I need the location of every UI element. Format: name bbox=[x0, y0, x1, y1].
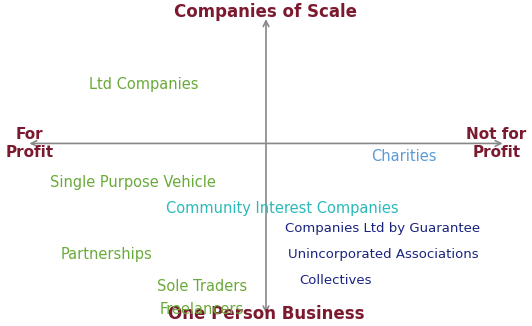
Text: Partnerships: Partnerships bbox=[61, 247, 152, 262]
Text: One Person Business: One Person Business bbox=[168, 305, 364, 323]
Text: Ltd Companies: Ltd Companies bbox=[89, 77, 198, 92]
Text: Companies Ltd by Guarantee: Companies Ltd by Guarantee bbox=[286, 222, 480, 235]
Text: Freelancers: Freelancers bbox=[160, 302, 244, 317]
Text: Not for
Profit: Not for Profit bbox=[467, 127, 527, 160]
Text: Community Interest Companies: Community Interest Companies bbox=[165, 201, 398, 216]
Text: For
Profit: For Profit bbox=[5, 127, 53, 160]
Text: Single Purpose Vehicle: Single Purpose Vehicle bbox=[50, 175, 216, 190]
Text: Collectives: Collectives bbox=[299, 274, 371, 287]
Text: Charities: Charities bbox=[371, 149, 437, 164]
Text: Sole Traders: Sole Traders bbox=[157, 279, 247, 294]
Text: Companies of Scale: Companies of Scale bbox=[174, 3, 358, 21]
Text: Unincorporated Associations: Unincorporated Associations bbox=[288, 248, 478, 261]
